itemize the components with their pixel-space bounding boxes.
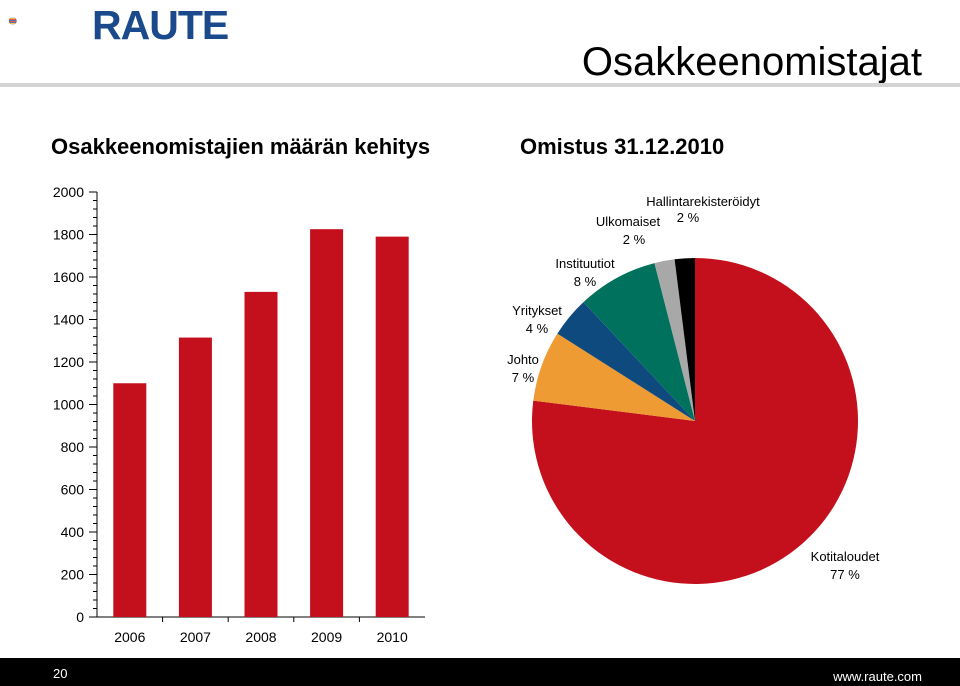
- pie-label-value: 4 %: [526, 321, 549, 336]
- y-tick-label: 800: [61, 439, 85, 455]
- pie-label-value: 77 %: [830, 567, 860, 582]
- pie-label-value: 7 %: [512, 370, 535, 385]
- pie-label-name: Yritykset: [512, 303, 562, 318]
- pie-label-value: 2 %: [677, 210, 700, 225]
- bar-2010: [375, 236, 409, 617]
- y-tick-label: 600: [61, 482, 85, 498]
- y-tick-label: 2000: [53, 184, 84, 200]
- x-tick-label: 2008: [245, 629, 276, 645]
- y-tick-label: 200: [61, 567, 85, 583]
- x-tick-label: 2009: [311, 629, 342, 645]
- pie-slice-instituutiot: [583, 263, 695, 421]
- bar-2008: [244, 291, 278, 617]
- footer-url: www.raute.com: [833, 669, 922, 684]
- x-tick-label: 2007: [180, 629, 211, 645]
- pie-label-name: Instituutiot: [555, 256, 615, 271]
- pie-label-name: Kotitaloudet: [811, 549, 880, 564]
- y-tick-label: 1800: [53, 227, 84, 243]
- pie-label-value: 8 %: [574, 274, 597, 289]
- y-tick-label: 1600: [53, 269, 84, 285]
- pie-label-name: Ulkomaiset: [596, 214, 661, 229]
- pie-slice-hallintarekisteröidyt: [674, 258, 695, 421]
- logo-text: RAUTE: [92, 2, 229, 48]
- y-tick-label: 1400: [53, 312, 84, 328]
- x-tick-label: 2006: [114, 629, 145, 645]
- y-tick-label: 1000: [53, 397, 84, 413]
- pie-chart-title: Omistus 31.12.2010: [520, 134, 725, 159]
- bar-2009: [310, 229, 344, 617]
- pie-slice-yritykset: [557, 302, 695, 421]
- bar-2007: [178, 337, 212, 617]
- raute-logo-mark: [8, 17, 17, 25]
- pie-label-name: Hallintarekisteröidyt: [646, 194, 760, 209]
- header-rule: [0, 83, 960, 87]
- footer-bar: [0, 658, 960, 686]
- pie-label-value: 2 %: [623, 232, 646, 247]
- globe-icon: [8, 17, 17, 25]
- x-tick-label: 2010: [377, 629, 408, 645]
- page-number: 20: [53, 666, 68, 681]
- pie-slice-johto: [533, 333, 695, 421]
- page-title: Osakkeenomistajat: [581, 40, 922, 84]
- y-tick-label: 0: [76, 609, 84, 625]
- y-tick-label: 1200: [53, 354, 84, 370]
- pie-slice-kotitaloudet: [532, 258, 858, 585]
- y-tick-label: 400: [61, 524, 85, 540]
- bar-chart-title: Osakkeenomistajien määrän kehitys: [51, 134, 431, 159]
- bar-2006: [113, 383, 147, 617]
- pie-slice-ulkomaiset: [654, 259, 695, 421]
- pie-label-name: Johto: [507, 352, 539, 367]
